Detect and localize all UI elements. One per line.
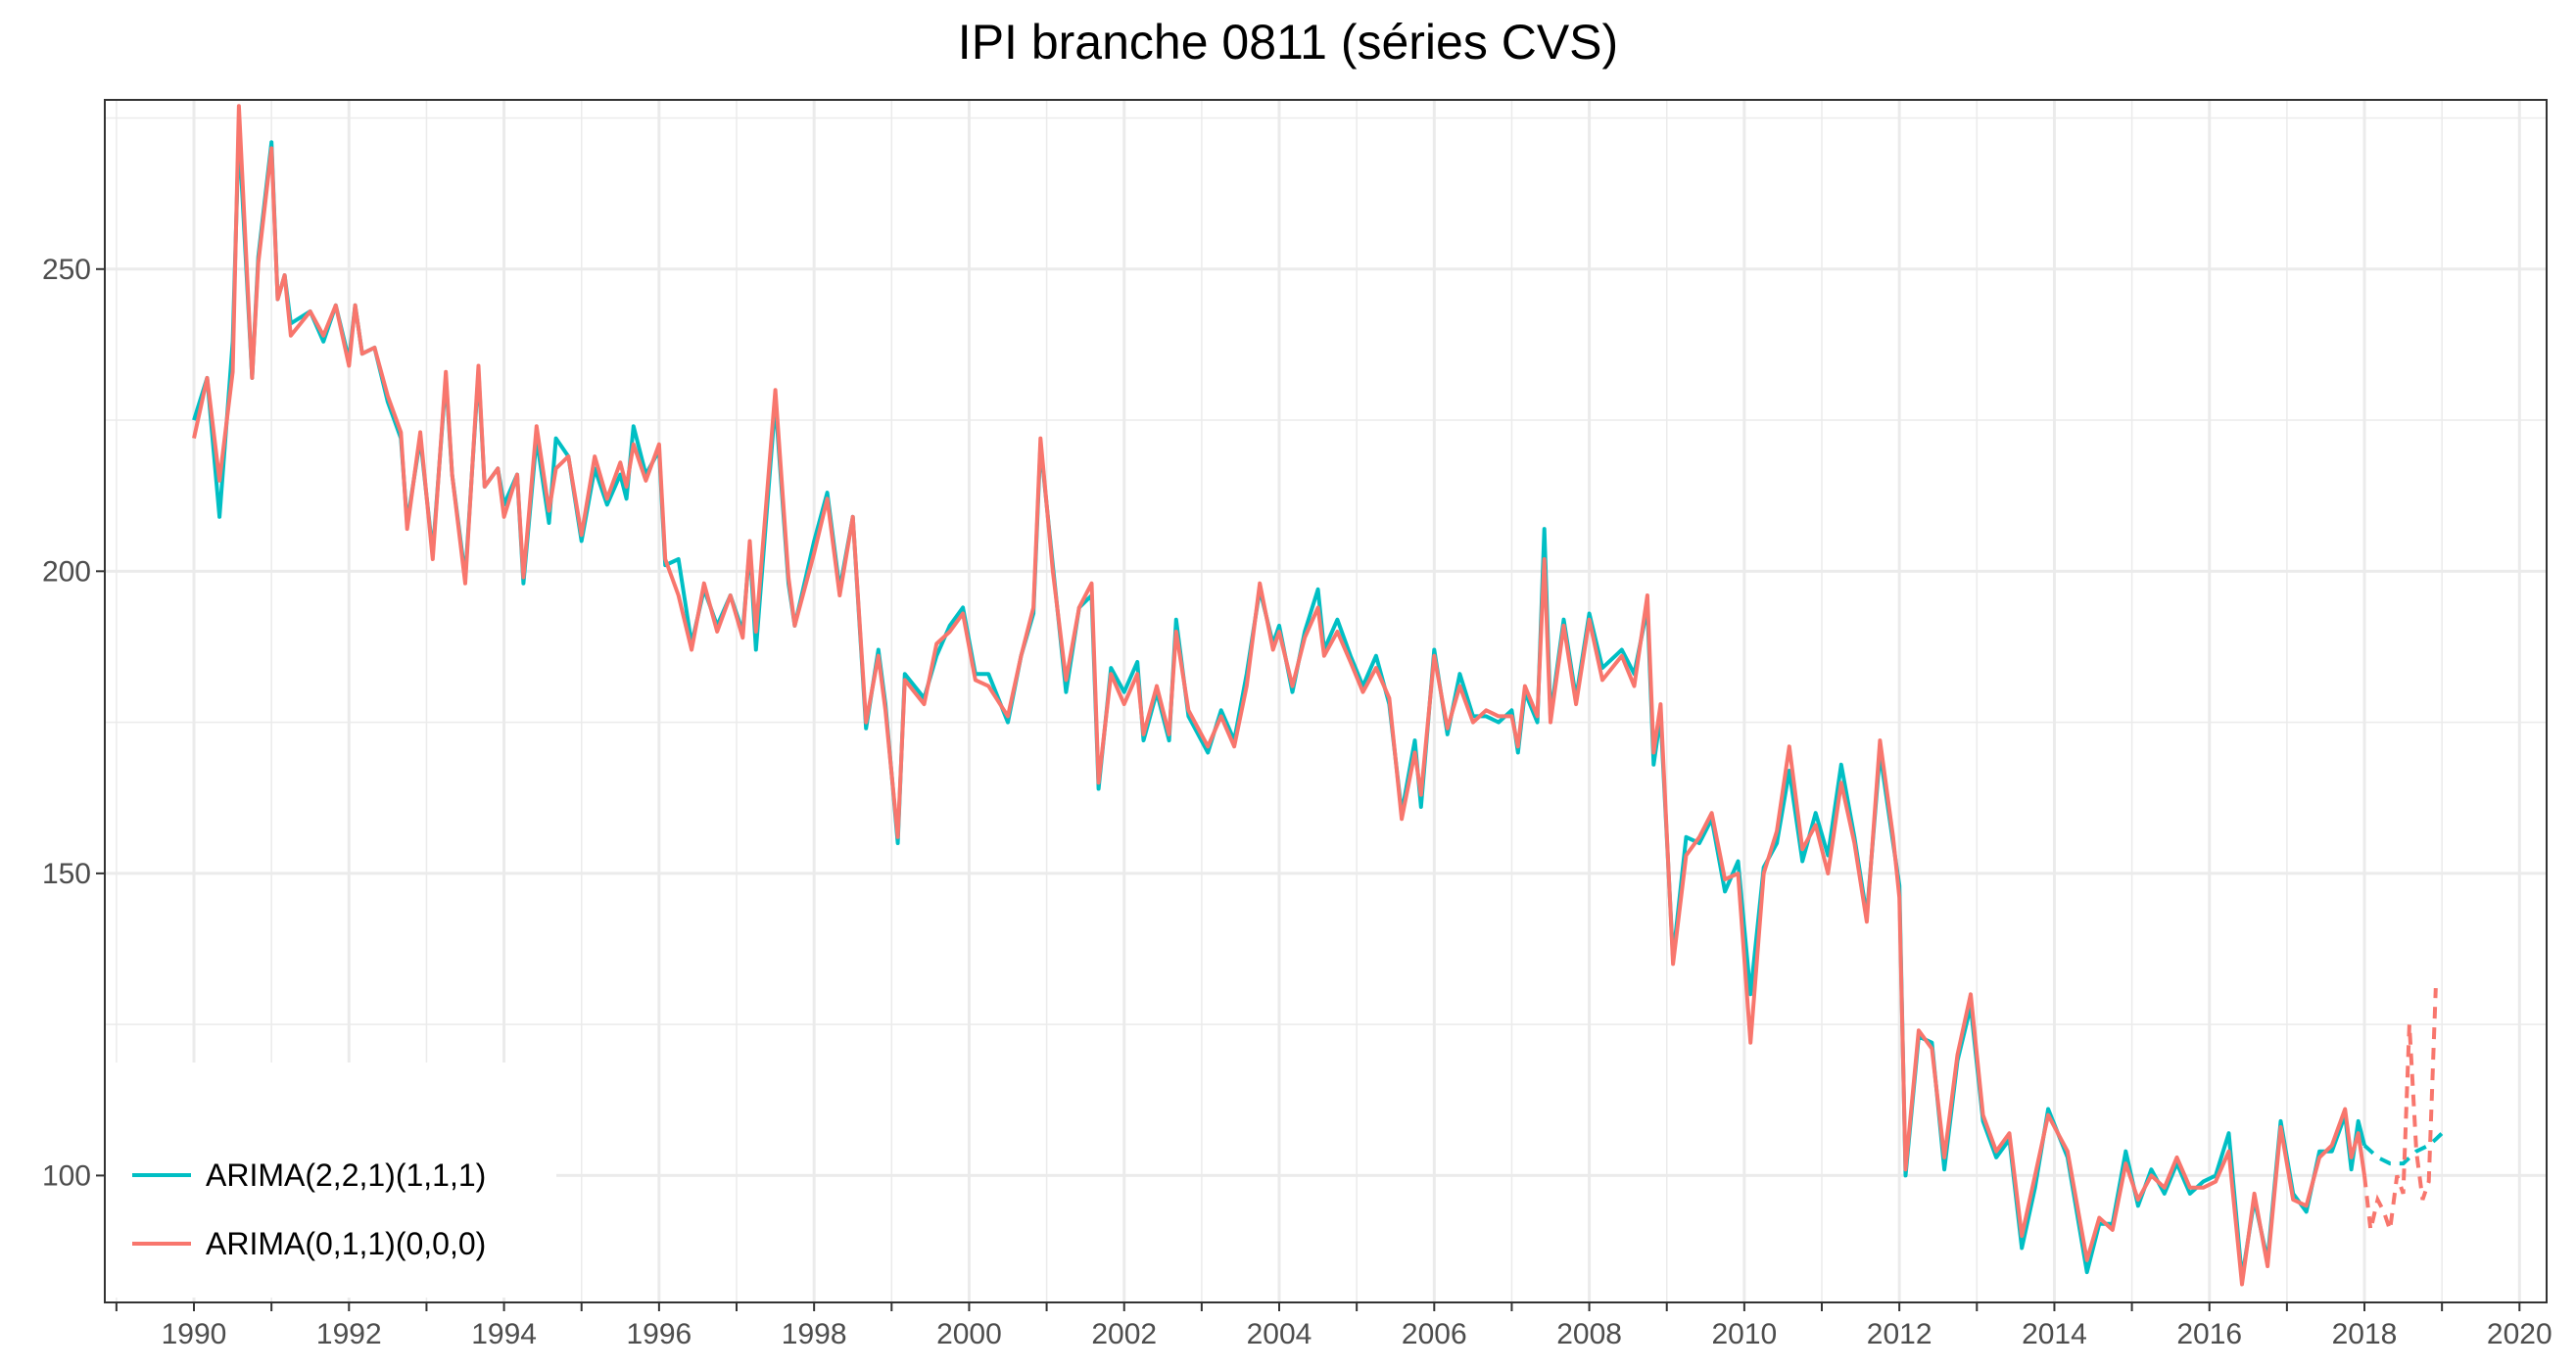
forecast-line-b (2362, 988, 2438, 1231)
panel-border (104, 99, 2548, 1303)
x-tick-label: 1994 (471, 1318, 537, 1350)
x-tick-label: 2008 (1556, 1318, 1622, 1350)
legend-label-series-a: ARIMA(2,2,1)(1,1,1) (206, 1157, 486, 1193)
y-axis: 100 150 200 250 (42, 254, 105, 1192)
y-tick-label: 100 (42, 1159, 91, 1192)
grid (105, 100, 2547, 1302)
x-tick-label: 2004 (1247, 1318, 1312, 1350)
x-tick-label: 2002 (1091, 1318, 1157, 1350)
x-tick-label: 2020 (2487, 1318, 2552, 1350)
x-axis: 1990 1992 1994 1996 1998 2000 2002 2004 2006 2008… (115, 1302, 2552, 1350)
series-line-b (192, 104, 2366, 1287)
x-tick-label: 2018 (2332, 1318, 2398, 1350)
x-tick-label: 1992 (316, 1318, 382, 1350)
forecast-line-a (2362, 1131, 2444, 1166)
x-tick-label: 2014 (2022, 1318, 2087, 1350)
x-tick-label: 2000 (936, 1318, 1002, 1350)
x-tick-label: 2010 (1711, 1318, 1777, 1350)
y-tick-label: 150 (42, 858, 91, 890)
chart-title: IPI branche 0811 (séries CVS) (958, 15, 1618, 70)
y-tick-label: 250 (42, 254, 91, 286)
y-tick-label: 200 (42, 555, 91, 588)
legend: ARIMA(2,2,1)(1,1,1) ARIMA(0,1,1)(0,0,0) (106, 1063, 556, 1298)
legend-background (106, 1063, 556, 1298)
legend-label-series-b: ARIMA(0,1,1)(0,0,0) (206, 1226, 486, 1261)
x-tick-label: 2006 (1402, 1318, 1467, 1350)
series-group (192, 104, 2444, 1287)
x-tick-label: 2012 (1867, 1318, 1932, 1350)
x-tick-label: 1996 (626, 1318, 692, 1350)
x-tick-label: 1990 (162, 1318, 227, 1350)
x-tick-label: 1998 (782, 1318, 847, 1350)
x-tick-label: 2016 (2176, 1318, 2242, 1350)
